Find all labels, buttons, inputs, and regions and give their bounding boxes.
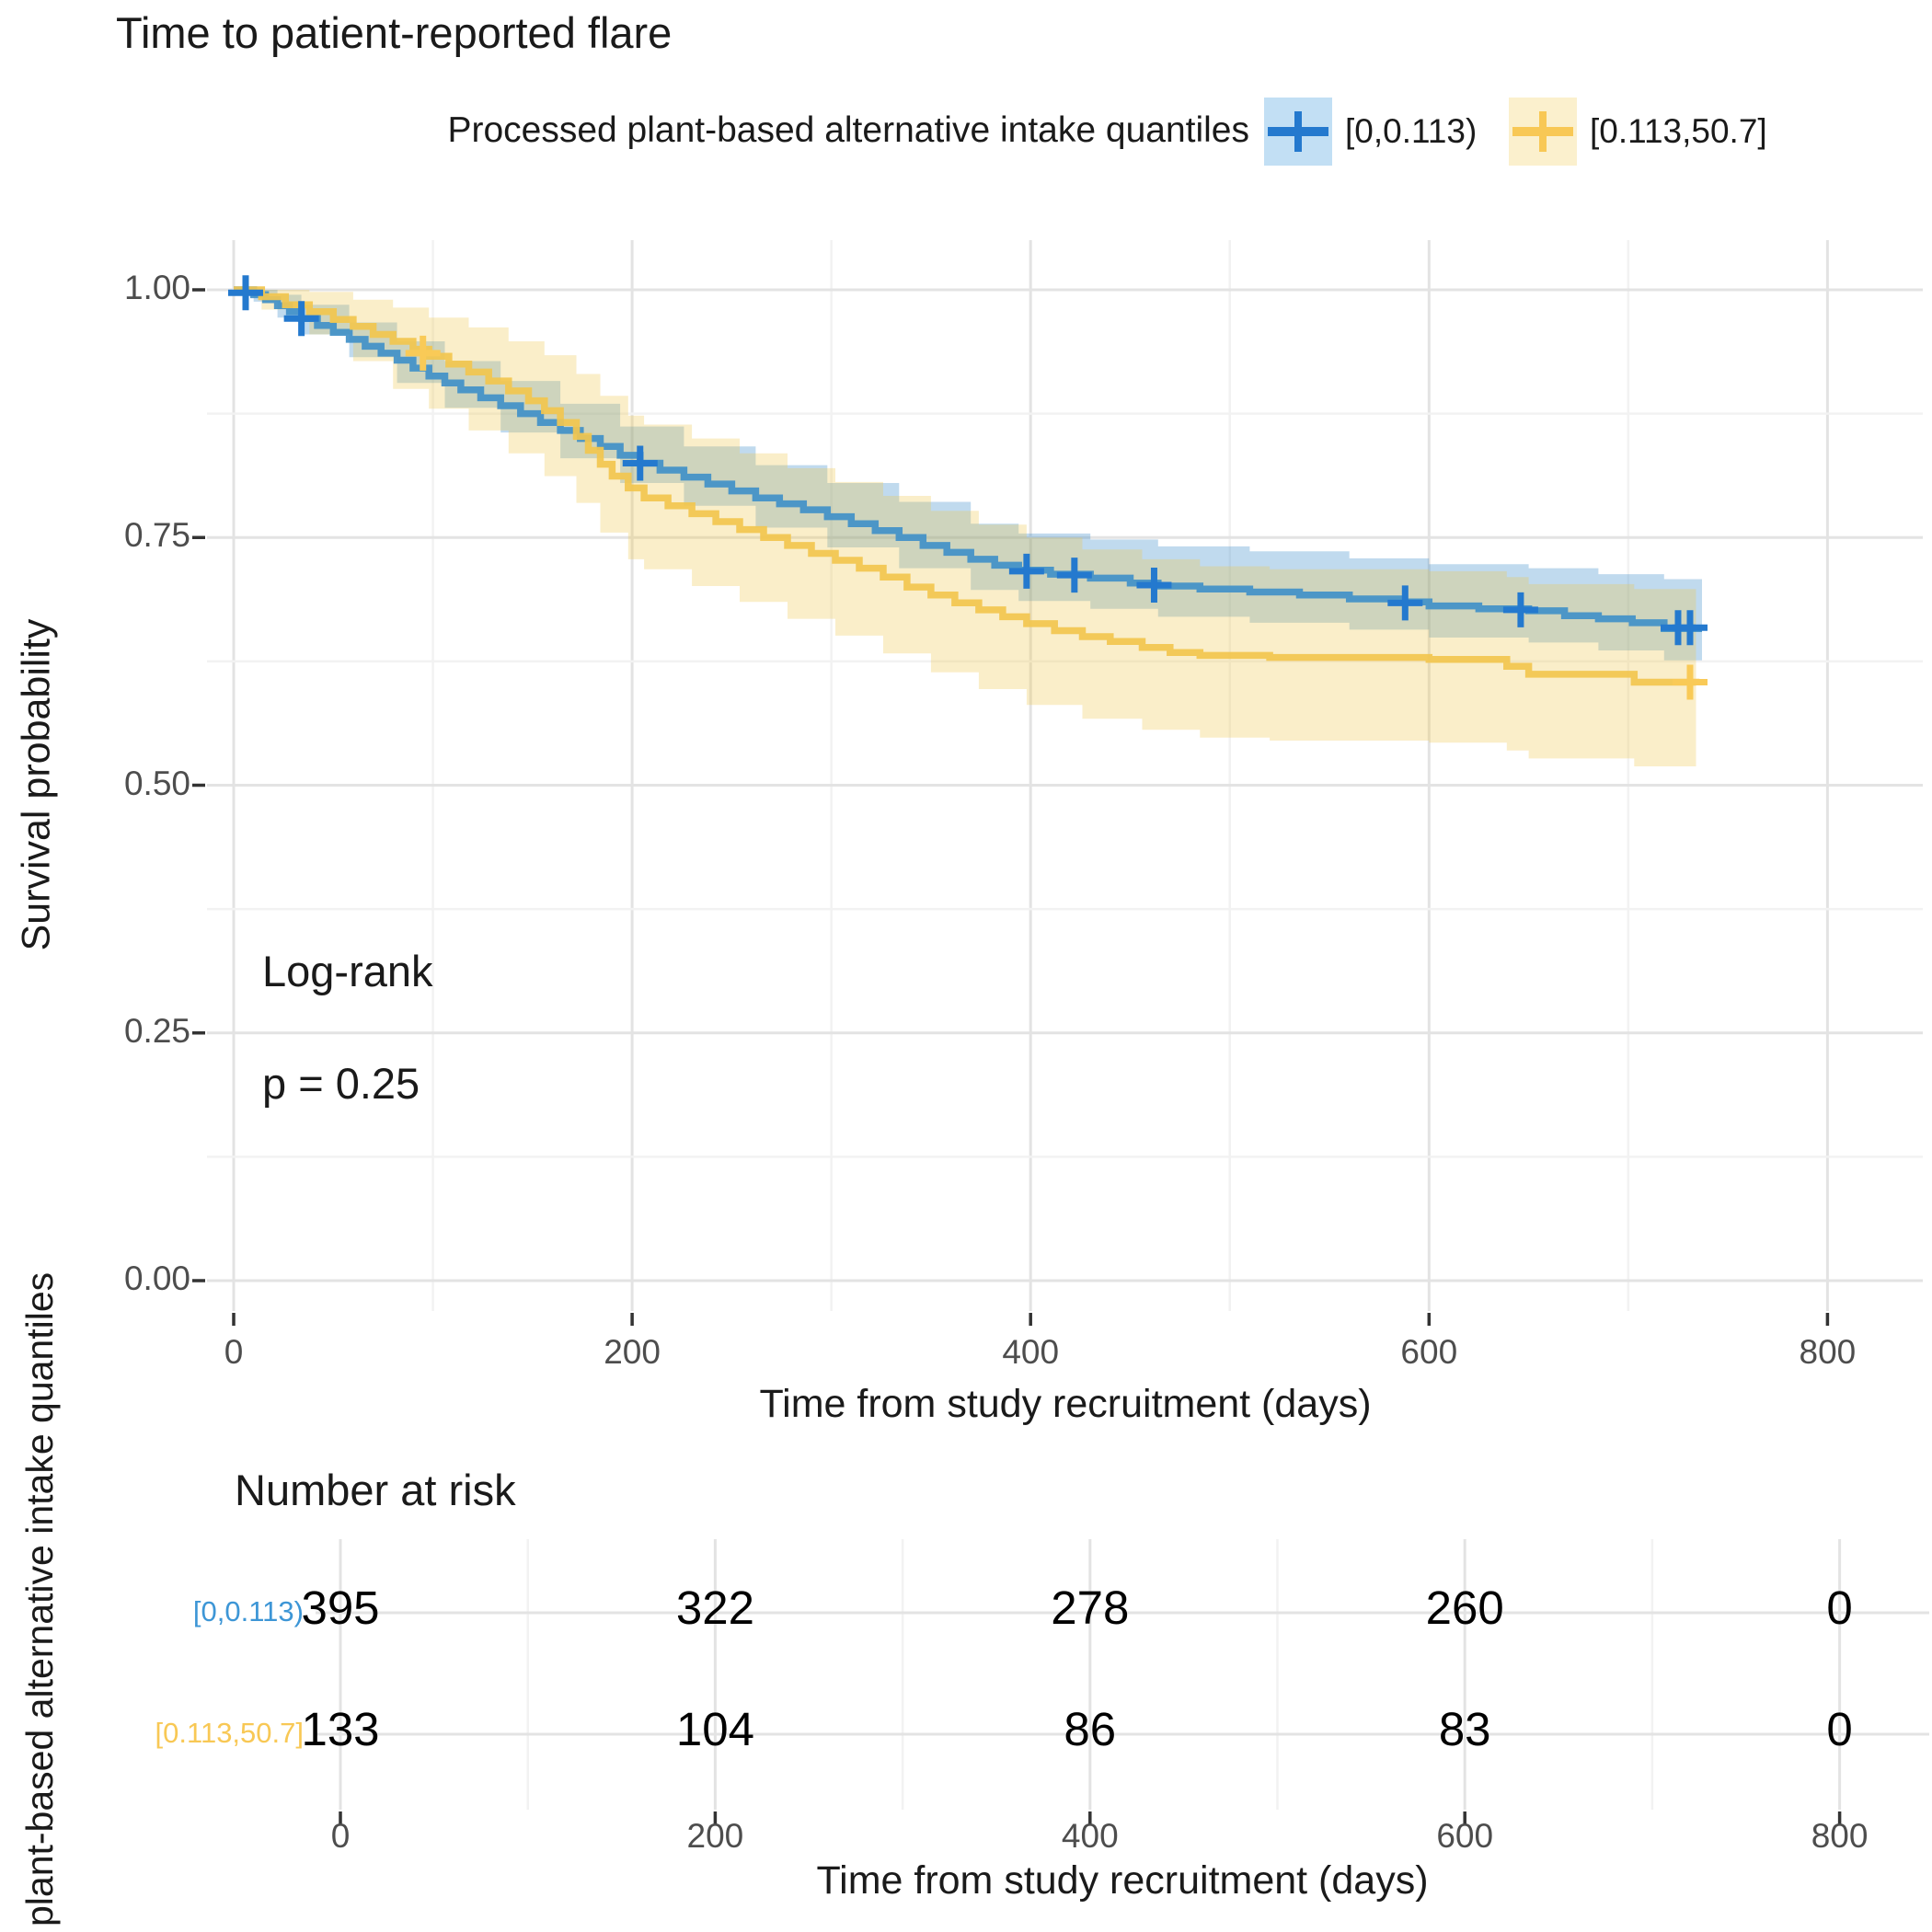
- legend-label-quantile-1: [0,0.113): [1345, 112, 1478, 150]
- page-title: Time to patient-reported flare: [116, 8, 673, 57]
- risk-axis-tick-label: 600: [1436, 1817, 1494, 1855]
- y-tick-label: 0.50: [123, 764, 190, 802]
- risk-table-title: Number at risk: [235, 1466, 516, 1514]
- y-tick-label: 0.00: [123, 1259, 190, 1297]
- x-tick-label: 800: [1799, 1333, 1857, 1371]
- x-axis-title: Time from study recruitment (days): [759, 1382, 1372, 1426]
- risk-count: 260: [1425, 1581, 1504, 1634]
- risk-table-side-label: plant-based alternative intake quantiles: [18, 1271, 61, 1926]
- logrank-label: Log-rank: [262, 947, 433, 995]
- risk-count: 83: [1438, 1703, 1491, 1755]
- risk-count: 104: [675, 1703, 754, 1755]
- risk-axis-tick-label: 0: [330, 1817, 351, 1855]
- x-tick-label: 600: [1400, 1333, 1458, 1371]
- censor-plus-icon: [1268, 111, 1328, 152]
- risk-axis-tick-label: 800: [1811, 1817, 1869, 1855]
- risk-count: 0: [1826, 1581, 1853, 1634]
- risk-count: 322: [675, 1581, 754, 1634]
- legend-title: Processed plant-based alternative intake…: [447, 110, 1249, 150]
- risk-count: 395: [301, 1581, 380, 1634]
- risk-count: 278: [1051, 1581, 1130, 1634]
- x-tick-label: 0: [224, 1333, 244, 1371]
- risk-row-label-quantile-1: [0,0.113): [192, 1595, 304, 1627]
- y-tick-label: 1.00: [123, 269, 190, 306]
- legend-key-quantile-2: [1509, 98, 1577, 166]
- censor-plus-icon: [1512, 111, 1573, 152]
- risk-row-label-quantile-2: [0.113,50.7]: [155, 1717, 304, 1749]
- risk-axis-tick-label: 400: [1061, 1817, 1119, 1855]
- risk-axis-tick-label: 200: [686, 1817, 744, 1855]
- legend-key-quantile-1: [1264, 98, 1332, 166]
- legend-label-quantile-2: [0.113,50.7]: [1590, 112, 1767, 150]
- x-tick-label: 200: [604, 1333, 661, 1371]
- risk-axis-title: Time from study recruitment (days): [816, 1858, 1429, 1903]
- risk-count: 0: [1826, 1703, 1853, 1755]
- risk-count: 86: [1064, 1703, 1117, 1755]
- pvalue-label: p = 0.25: [262, 1059, 420, 1108]
- y-tick-label: 0.75: [123, 516, 190, 555]
- y-tick-label: 0.25: [123, 1011, 190, 1050]
- x-tick-label: 400: [1002, 1333, 1060, 1371]
- risk-count: 133: [301, 1703, 380, 1755]
